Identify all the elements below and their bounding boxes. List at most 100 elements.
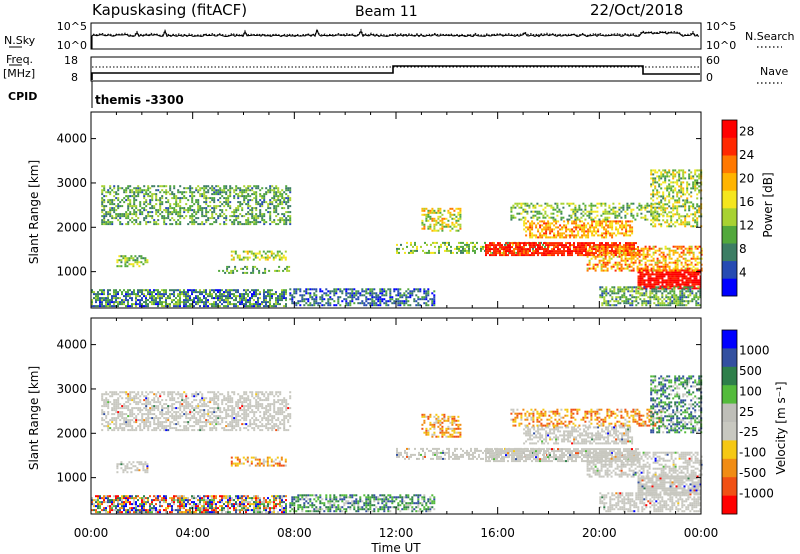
- echo-cell: [275, 209, 278, 212]
- echo-cell: [588, 216, 591, 219]
- echo-cell: [347, 296, 350, 299]
- echo-cell: [229, 215, 232, 218]
- echo-cell: [111, 203, 114, 206]
- echo-cell: [161, 303, 163, 306]
- echo-cell: [117, 205, 120, 208]
- echo-cell: [103, 297, 105, 300]
- echo-cell: [673, 279, 676, 282]
- echo-cell: [363, 294, 366, 297]
- echo-cell: [137, 209, 140, 212]
- echo-cell: [667, 304, 670, 307]
- echo-cell: [211, 187, 214, 190]
- echo-cell: [655, 277, 658, 280]
- echo-cell: [512, 243, 514, 246]
- echo-cell: [169, 297, 171, 300]
- echo-cell: [658, 265, 661, 268]
- echo-cell: [699, 292, 702, 295]
- echo-cell: [287, 199, 290, 202]
- echo-cell: [177, 197, 180, 200]
- echo-cell: [213, 207, 216, 210]
- echo-cell: [134, 259, 137, 262]
- echo-cell: [655, 281, 658, 284]
- echo-cell: [173, 203, 176, 206]
- echo-cell: [602, 259, 605, 262]
- echo-cell: [120, 259, 123, 262]
- echo-cell: [676, 245, 679, 248]
- echo-cell: [681, 298, 684, 301]
- echo-cell: [654, 185, 657, 188]
- echo-cell: [594, 263, 597, 266]
- echo-cell: [600, 269, 603, 272]
- echo-cell: [211, 185, 214, 188]
- echo-cell: [137, 187, 140, 190]
- echo-cell: [651, 277, 654, 280]
- echo-cell: [129, 189, 132, 192]
- echo-cell: [99, 297, 101, 300]
- echo-cell: [664, 207, 667, 210]
- echo-cell: [591, 234, 594, 237]
- echo-cell: [297, 300, 300, 303]
- echo-cell: [586, 269, 589, 272]
- echo-cell: [672, 203, 675, 206]
- echo-cell: [423, 227, 426, 230]
- echo-cell: [549, 230, 552, 233]
- echo-cell: [157, 297, 159, 300]
- echo-cell: [407, 304, 410, 307]
- echo-cell: [247, 289, 249, 292]
- echo-cell: [663, 285, 666, 288]
- echo-cell: [578, 208, 581, 211]
- echo-cell: [215, 303, 217, 306]
- echo-cell: [650, 214, 653, 217]
- echo-cell: [628, 269, 631, 272]
- echo-cell: [541, 228, 544, 231]
- echo-cell: [594, 269, 597, 272]
- echo-cell: [569, 248, 571, 251]
- echo-cell: [667, 271, 670, 274]
- echo-cell: [211, 295, 213, 298]
- echo-cell: [665, 271, 668, 274]
- echo-cell: [514, 216, 517, 219]
- echo-cell: [351, 290, 354, 293]
- echo-cell: [243, 189, 246, 192]
- echo-cell: [544, 216, 547, 219]
- echo-cell: [584, 208, 587, 211]
- echo-cell: [117, 219, 120, 222]
- echo-cell: [95, 501, 97, 504]
- echo-cell: [95, 295, 97, 298]
- echo-cell: [686, 187, 689, 190]
- echo-cell: [455, 215, 458, 218]
- echo-cell: [615, 242, 617, 245]
- echo-cell: [688, 201, 691, 204]
- echo-cell: [233, 299, 235, 302]
- echo-cell: [175, 199, 178, 202]
- nsearch-tick-bottom: 10^0: [706, 39, 736, 52]
- echo-cell: [247, 199, 250, 202]
- echo-cell: [281, 195, 284, 198]
- echo-cell: [632, 261, 635, 264]
- echo-cell: [595, 226, 598, 229]
- echo-cell: [698, 205, 701, 208]
- echo-cell: [668, 211, 671, 214]
- echo-cell: [678, 169, 681, 172]
- echo-cell: [278, 258, 281, 261]
- echo-cell: [657, 287, 660, 290]
- echo-cell: [233, 305, 235, 308]
- echo-cell: [391, 302, 394, 305]
- echo-cell: [501, 248, 503, 251]
- echo-cell: [603, 296, 606, 299]
- echo-cell: [602, 269, 605, 272]
- echo-cell: [594, 255, 597, 258]
- echo-cell: [587, 252, 589, 255]
- echo-cell: [211, 217, 214, 220]
- echo-cell: [263, 195, 266, 198]
- echo-cell: [191, 213, 194, 216]
- echo-cell: [127, 223, 130, 226]
- echo-cell: [289, 197, 292, 200]
- echo-cell: [535, 250, 537, 253]
- echo-cell: [145, 217, 148, 220]
- echo-cell: [181, 207, 184, 210]
- echo-cell: [107, 295, 109, 298]
- echo-cell: [203, 289, 205, 292]
- echo-cell: [456, 245, 458, 248]
- echo-cell: [694, 179, 697, 182]
